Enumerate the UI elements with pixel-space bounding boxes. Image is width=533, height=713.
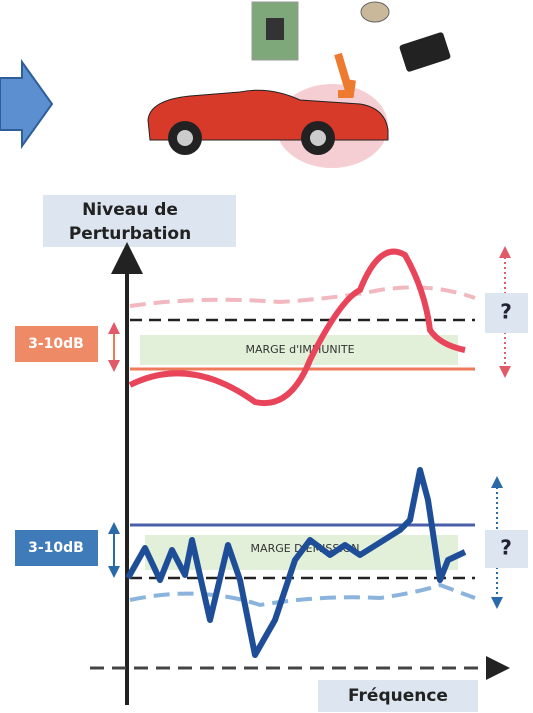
emission-reference: [129, 582, 476, 608]
immunity-question-box: [485, 293, 528, 333]
x-label: Fréquence: [348, 686, 448, 706]
emission-question: ?: [500, 536, 512, 560]
emission-margin-box: [15, 530, 98, 566]
immunity-question: ?: [500, 300, 512, 324]
immunity-band-label: MARGE d'IMMUNITE: [245, 343, 354, 356]
illustration: [0, 1, 451, 168]
immunity-margin-label: 3-10dB: [28, 336, 84, 352]
immunity-curve: [128, 248, 466, 407]
immunity-margin-box: [15, 326, 98, 362]
y-label: Perturbation: [69, 224, 191, 244]
immunity-band: [140, 335, 458, 365]
x-label-box: [318, 680, 478, 712]
emission-margin-label: 3-10dB: [28, 540, 84, 556]
y-label-box: [43, 195, 236, 247]
y-label: Niveau de: [82, 200, 178, 220]
emission-question-box: [485, 530, 528, 568]
emission-curve: [125, 467, 467, 658]
